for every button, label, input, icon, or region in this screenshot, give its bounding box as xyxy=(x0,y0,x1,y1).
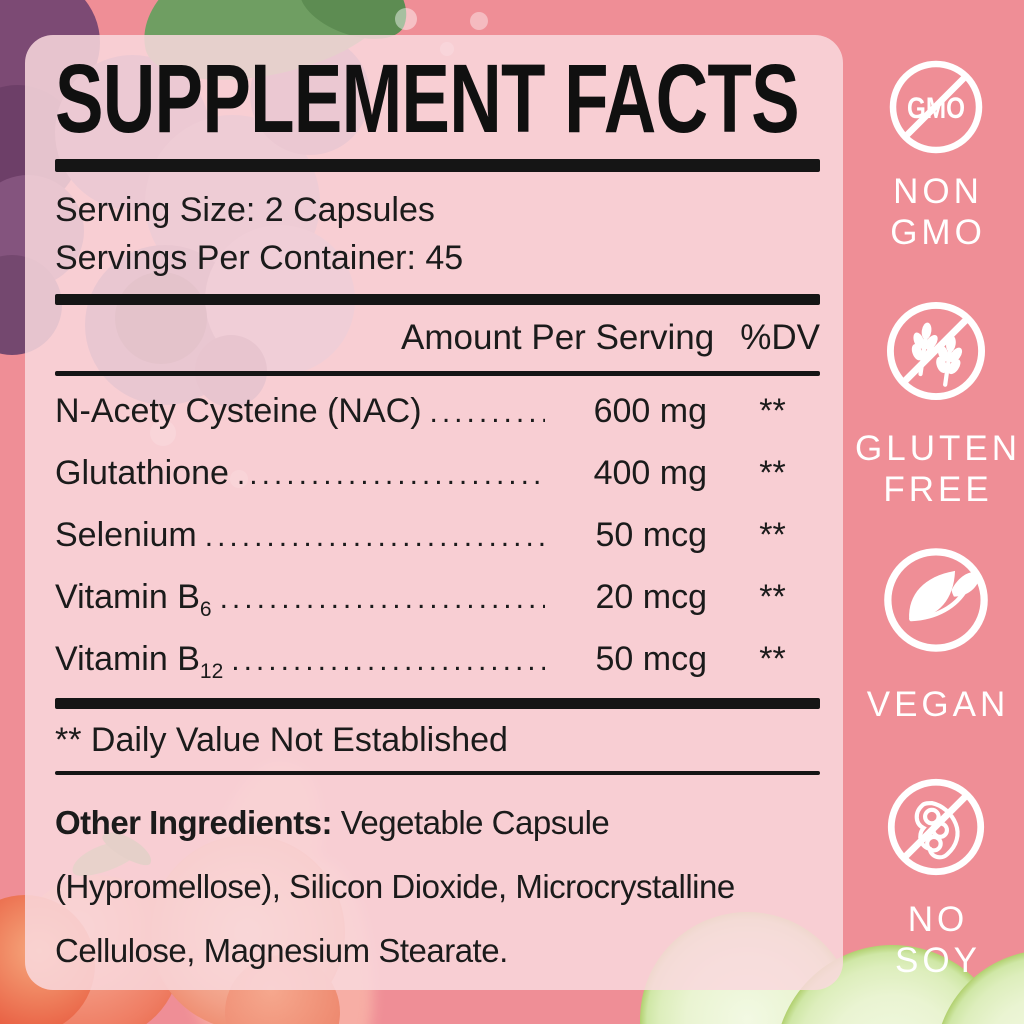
divider-thick xyxy=(55,294,820,305)
table-row: Selenium ...............................… xyxy=(55,504,820,566)
no-gmo-icon: GMO xyxy=(889,60,983,154)
serving-size: Serving Size: 2 Capsules xyxy=(55,191,435,229)
badge-vegan: VEGAN xyxy=(848,544,1024,725)
divider-thin xyxy=(55,371,820,376)
dot-leader: ........................................… xyxy=(219,582,545,615)
ingredient-dv: ** xyxy=(759,516,786,554)
dot-leader: ........................................… xyxy=(231,644,545,677)
ingredient-amount: 20 mcg xyxy=(595,578,708,616)
other-ingredients-label: Other Ingredients: xyxy=(55,804,333,841)
ingredient-dv: ** xyxy=(759,640,786,678)
dot-leader: ........................................… xyxy=(204,520,545,553)
table-row: N-Acety Cysteine (NAC) .................… xyxy=(55,380,820,442)
ingredient-name: Selenium xyxy=(55,516,197,554)
ingredient-dv: ** xyxy=(759,454,786,492)
badge-no-soy: NO SOY xyxy=(848,775,1024,981)
ingredient-name: Vitamin B6 xyxy=(55,578,212,621)
ingredient-dv: ** xyxy=(759,578,786,616)
ingredient-amount: 50 mcg xyxy=(595,640,708,678)
gluten-free-icon xyxy=(886,301,986,401)
ingredient-amount: 50 mcg xyxy=(595,516,708,554)
badge-label: VEGAN xyxy=(866,685,1010,724)
badge-non-gmo: GMO NON GMO xyxy=(848,57,1024,253)
table-row: Vitamin B6 .............................… xyxy=(55,566,820,628)
other-ingredients: Other Ingredients: Vegetable Capsule (Hy… xyxy=(55,791,820,983)
no-soy-icon xyxy=(887,778,985,876)
ingredient-dv: ** xyxy=(759,392,786,430)
supplement-facts-panel: SUPPLEMENT FACTS Serving Size: 2 Capsule… xyxy=(25,35,843,990)
badge-gluten-free: GLUTEN FREE xyxy=(848,298,1024,510)
vegan-icon xyxy=(884,548,988,652)
water-droplet xyxy=(395,8,417,30)
table-row: Glutathione ............................… xyxy=(55,442,820,504)
water-droplet xyxy=(470,12,488,30)
ingredient-name: Glutathione xyxy=(55,454,229,492)
table-header: Amount Per Serving %DV xyxy=(55,305,820,371)
ingredient-amount: 600 mg xyxy=(593,392,707,430)
ingredient-table: N-Acety Cysteine (NAC) .................… xyxy=(55,380,820,690)
ingredient-name: N-Acety Cysteine (NAC) xyxy=(55,392,422,430)
other-ingredients-text: Vegetable Capsule (Hypromellose), Silico… xyxy=(55,804,735,969)
dot-leader: ........................................… xyxy=(429,396,545,429)
badge-label: GLUTEN FREE xyxy=(855,429,1021,509)
ingredient-name: Vitamin B12 xyxy=(55,640,224,683)
dv-footnote: ** Daily Value Not Established xyxy=(55,720,508,759)
divider-thick xyxy=(55,159,820,172)
divider-thin xyxy=(55,771,820,775)
badge-label: NO SOY xyxy=(895,900,981,980)
column-dv: %DV xyxy=(740,318,820,357)
column-amount-per-serving: Amount Per Serving xyxy=(401,318,715,357)
divider-thick xyxy=(55,698,820,709)
panel-title: SUPPLEMENT FACTS xyxy=(55,44,800,153)
badge-label: NON GMO xyxy=(890,172,986,252)
servings-per-container: Servings Per Container: 45 xyxy=(55,239,464,277)
ingredient-amount: 400 mg xyxy=(593,454,707,492)
dot-leader: ........................................… xyxy=(236,458,545,491)
table-row: Vitamin B12 ............................… xyxy=(55,628,820,690)
